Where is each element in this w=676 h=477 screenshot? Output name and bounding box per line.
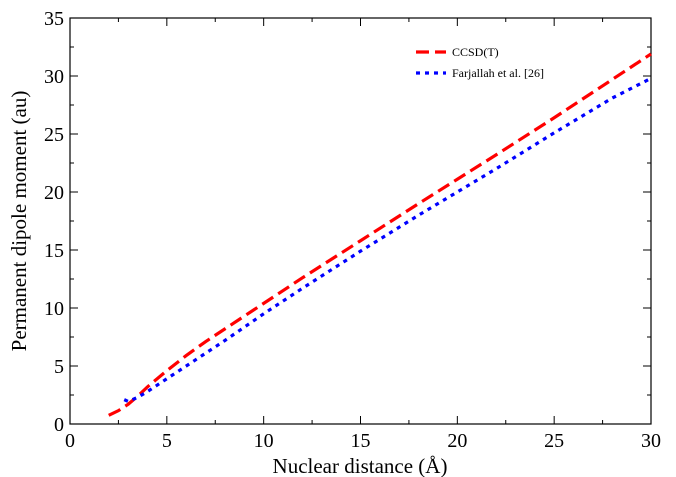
y-tick-label: 0 [54, 414, 64, 436]
series-line-0 [108, 52, 652, 417]
y-tick-label: 25 [44, 124, 64, 146]
x-tick-label: 25 [544, 430, 564, 452]
legend-label-ccsdt: CCSD(T) [452, 45, 499, 59]
x-tick-label: 20 [447, 430, 467, 452]
plot-frame [69, 17, 652, 425]
x-tick-label: 0 [65, 430, 75, 452]
x-tick-label: 5 [162, 430, 172, 452]
x-tick-label: 30 [641, 430, 661, 452]
y-axis-label: Permanent dipole moment (au) [7, 91, 31, 352]
axis-ticks: 0 5 10 15 20 25 30 0 5 10 15 20 25 30 35 [44, 8, 661, 452]
y-tick-label: 30 [44, 66, 64, 88]
x-tick-label: 10 [254, 430, 274, 452]
y-tick-label: 15 [44, 240, 64, 262]
y-tick-label: 20 [44, 182, 64, 204]
series-group [108, 52, 652, 417]
x-tick-label: 15 [351, 430, 371, 452]
y-tick-label: 10 [44, 298, 64, 320]
legend: CCSD(T) Farjallah et al. [26] [416, 45, 544, 80]
series-line-1 [123, 76, 652, 404]
x-axis-label: Nuclear distance (Å) [273, 454, 448, 477]
y-tick-label: 5 [54, 356, 64, 378]
y-tick-label: 35 [44, 8, 64, 30]
legend-label-farjallah: Farjallah et al. [26] [452, 66, 544, 80]
